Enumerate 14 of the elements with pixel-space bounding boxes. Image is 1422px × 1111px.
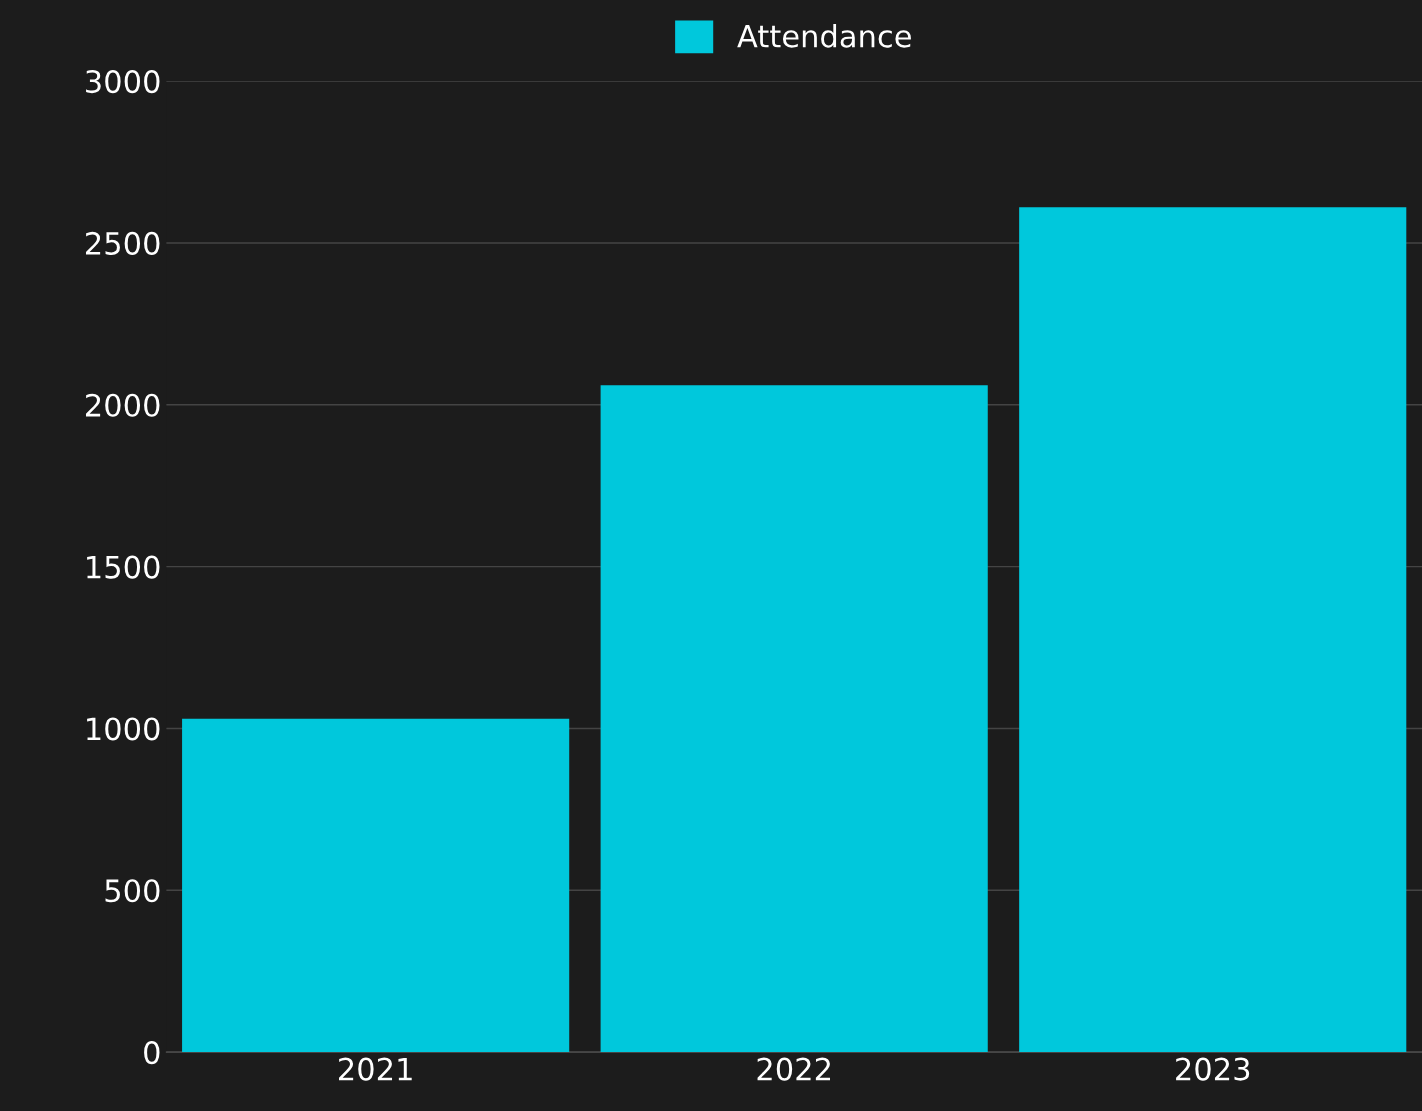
y-tick-label: 2500 [85, 231, 160, 255]
y-tick-label: 1500 [87, 555, 160, 579]
y-tick-label: 0 [144, 1041, 160, 1065]
y-tick-label: 3000 [86, 70, 160, 94]
bar [1019, 207, 1407, 1053]
x-tick-label: 2021 [339, 1057, 412, 1081]
bar [600, 385, 988, 1053]
bar [182, 718, 570, 1053]
x-tick-label: 2023 [1176, 1057, 1250, 1081]
y-tick-label: 500 [105, 879, 160, 903]
y-tick-label: 1000 [87, 717, 160, 741]
legend-label: Attendance [737, 24, 911, 48]
x-tick-label: 2022 [757, 1057, 831, 1081]
y-tick-label: 2000 [85, 393, 160, 417]
